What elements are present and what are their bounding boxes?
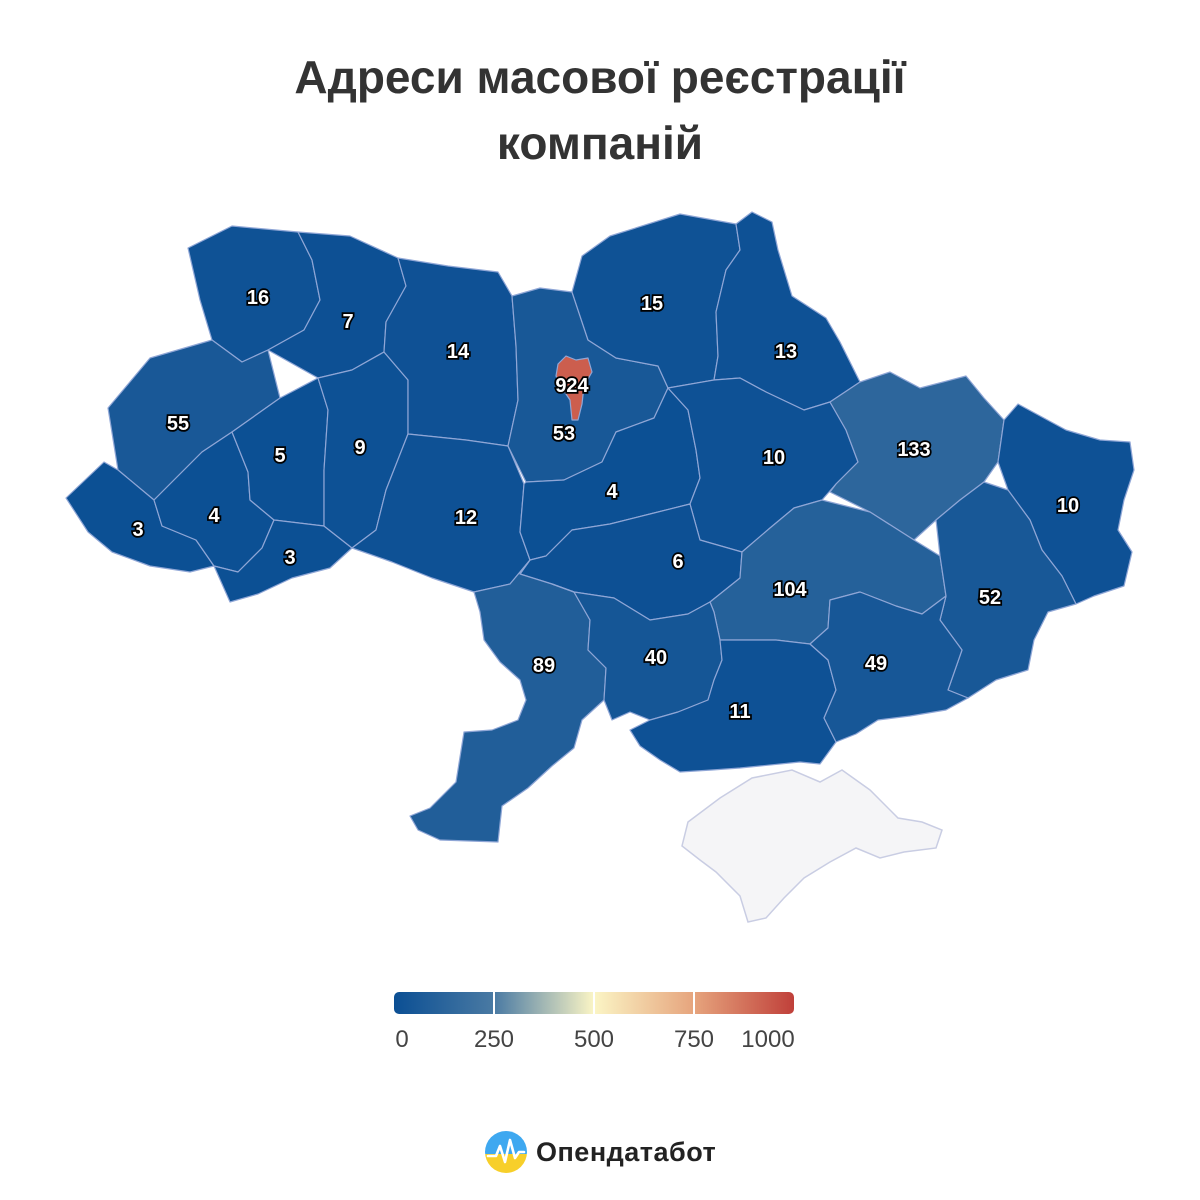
label-zaporizhzhia: 49 [865,653,887,675]
label-dnipropetrovsk: 104 [773,579,807,601]
region-odesa[interactable] [409,559,607,843]
legend-tick: 500 [573,1026,615,1053]
legend-tick: 750 [673,1026,715,1053]
color-legend-bar [394,992,794,1014]
label-cherkasy: 4 [606,481,618,503]
map-title-line-1: Адреси масової реєстрації [294,51,906,103]
label-sumy: 13 [775,341,797,363]
label-vinnytsia: 12 [455,507,477,529]
label-chernivtsi: 3 [284,547,295,569]
map-title-line-2: компаній [496,117,704,169]
legend-separator [593,992,595,1014]
legend-separator [693,992,695,1014]
label-odesa: 89 [533,655,555,677]
label-chernihiv: 15 [641,293,663,315]
region-kyiv-city[interactable] [555,355,593,421]
region-labels: 16 7 14 924 53 15 13 55 5 9 3 4 3 12 4 1… [131,285,1081,725]
label-kyiv-city: 924 [555,375,589,397]
region-crimea [681,769,943,923]
label-kharkiv: 133 [897,439,930,461]
label-kherson: 11 [729,701,750,723]
opendatabot-logo-icon [485,1131,527,1173]
color-legend: 0 250 500 750 1000 [394,992,795,1056]
label-khmelnytskyi: 9 [354,437,365,459]
legend-tick: 0 [395,1026,409,1053]
map-title: Адреси масової реєстрації компаній [0,44,1200,176]
label-volyn: 16 [247,287,269,309]
label-zhytomyr: 14 [447,341,470,363]
label-zakarpattia: 3 [132,519,143,541]
label-ternopil: 5 [274,445,285,467]
label-donetsk: 52 [979,587,1001,609]
label-kirovohrad: 6 [672,551,683,573]
label-lviv: 55 [167,413,189,435]
label-poltava: 10 [763,447,785,469]
legend-ticks: 0 250 500 750 1000 [394,1026,794,1056]
label-rivne: 7 [342,311,353,333]
label-ivano-frankivsk: 4 [208,505,220,527]
legend-tick: 1000 [741,1026,795,1053]
legend-tick: 250 [473,1026,515,1053]
region-zaporizhzhia[interactable] [809,591,969,743]
brand-name: Опендатабот [536,1136,717,1167]
legend-separator [493,992,495,1014]
label-mykolaiv: 40 [645,647,667,669]
label-luhansk: 10 [1057,495,1079,517]
brand-logo: Опендатабот [484,1128,716,1176]
label-kyiv-oblast: 53 [553,423,575,445]
